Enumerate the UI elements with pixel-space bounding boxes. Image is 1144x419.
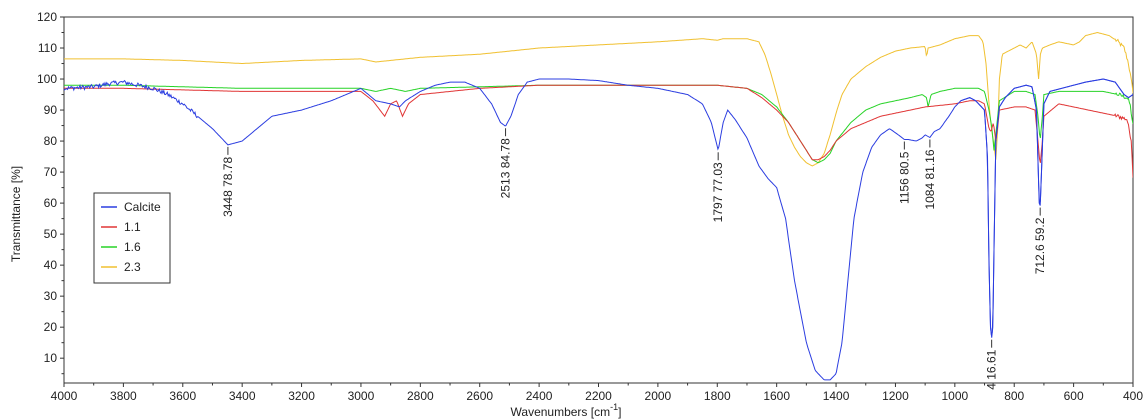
legend-label: 1.1 <box>124 220 141 234</box>
y-tick-label: 60 <box>44 196 58 210</box>
x-axis-label-close: ] <box>618 405 621 419</box>
y-tick-label: 20 <box>44 320 58 334</box>
annotation-label: 2513 84.78 <box>499 138 513 198</box>
annotation-label: 1797 77.03 <box>711 162 725 222</box>
x-tick-label: 1000 <box>941 389 968 403</box>
x-tick-label: 1200 <box>882 389 909 403</box>
y-tick-label: 120 <box>37 10 57 24</box>
annotation-label: 3448 78.78 <box>221 157 235 217</box>
x-axis-label: Wavenumbers [cm-1] <box>511 402 622 419</box>
y-tick-label: 30 <box>44 289 58 303</box>
plot-area: 4000 3800 3600 3400 3200 3000 2800 2600 2400 2200… <box>37 10 1143 403</box>
series-line <box>64 84 1133 178</box>
y-tick-label: 100 <box>37 72 57 86</box>
y-tick-label: 50 <box>44 227 58 241</box>
x-tick-label: 2000 <box>645 389 672 403</box>
legend-label: 1.6 <box>124 240 141 254</box>
series-line-detail <box>960 78 1133 338</box>
series-line <box>64 78 1133 381</box>
y-tick-label: 10 <box>44 351 58 365</box>
y-tick-label: 80 <box>44 134 58 148</box>
x-tick-label: 3800 <box>110 389 137 403</box>
y-axis-label: Transmittance [%] <box>9 166 23 262</box>
legend-label: 2.3 <box>124 260 141 274</box>
x-tick-label: 1800 <box>704 389 731 403</box>
x-tick-label: 2800 <box>407 389 434 403</box>
x-tick-label: 1600 <box>763 389 790 403</box>
x-tick-label: 400 <box>1123 389 1143 403</box>
x-axis-label-main: Wavenumbers [cm <box>511 405 611 419</box>
x-tick-label: 3600 <box>169 389 196 403</box>
x-tick-label: 3400 <box>229 389 256 403</box>
x-tick-label: 4000 <box>51 389 78 403</box>
y-tick-label: 90 <box>44 103 58 117</box>
legend-label: Calcite <box>124 200 161 214</box>
x-tick-label: 2400 <box>526 389 553 403</box>
x-tick-label: 3000 <box>348 389 375 403</box>
x-axis-label-sup: -1 <box>610 402 618 412</box>
y-tick-label: 70 <box>44 165 58 179</box>
annotation-label: 1084 81.16 <box>923 149 937 209</box>
y-tick-label: 40 <box>44 258 58 272</box>
x-tick-label: 600 <box>1064 389 1084 403</box>
legend <box>93 192 171 284</box>
y-tick-label: 110 <box>38 41 57 55</box>
x-tick-label: 3200 <box>288 389 315 403</box>
annotation-label: 712.6 59.2 <box>1033 217 1047 274</box>
annotation-label: 4 16.61 <box>985 349 999 389</box>
annotation-label: 1156 80.5 <box>897 151 911 204</box>
x-tick-label: 800 <box>1004 389 1024 403</box>
x-tick-label: 2600 <box>466 389 493 403</box>
x-tick-label: 1400 <box>823 389 850 403</box>
x-tick-label: 2200 <box>585 389 612 403</box>
series-line <box>64 31 1133 167</box>
series-line <box>64 84 1133 164</box>
